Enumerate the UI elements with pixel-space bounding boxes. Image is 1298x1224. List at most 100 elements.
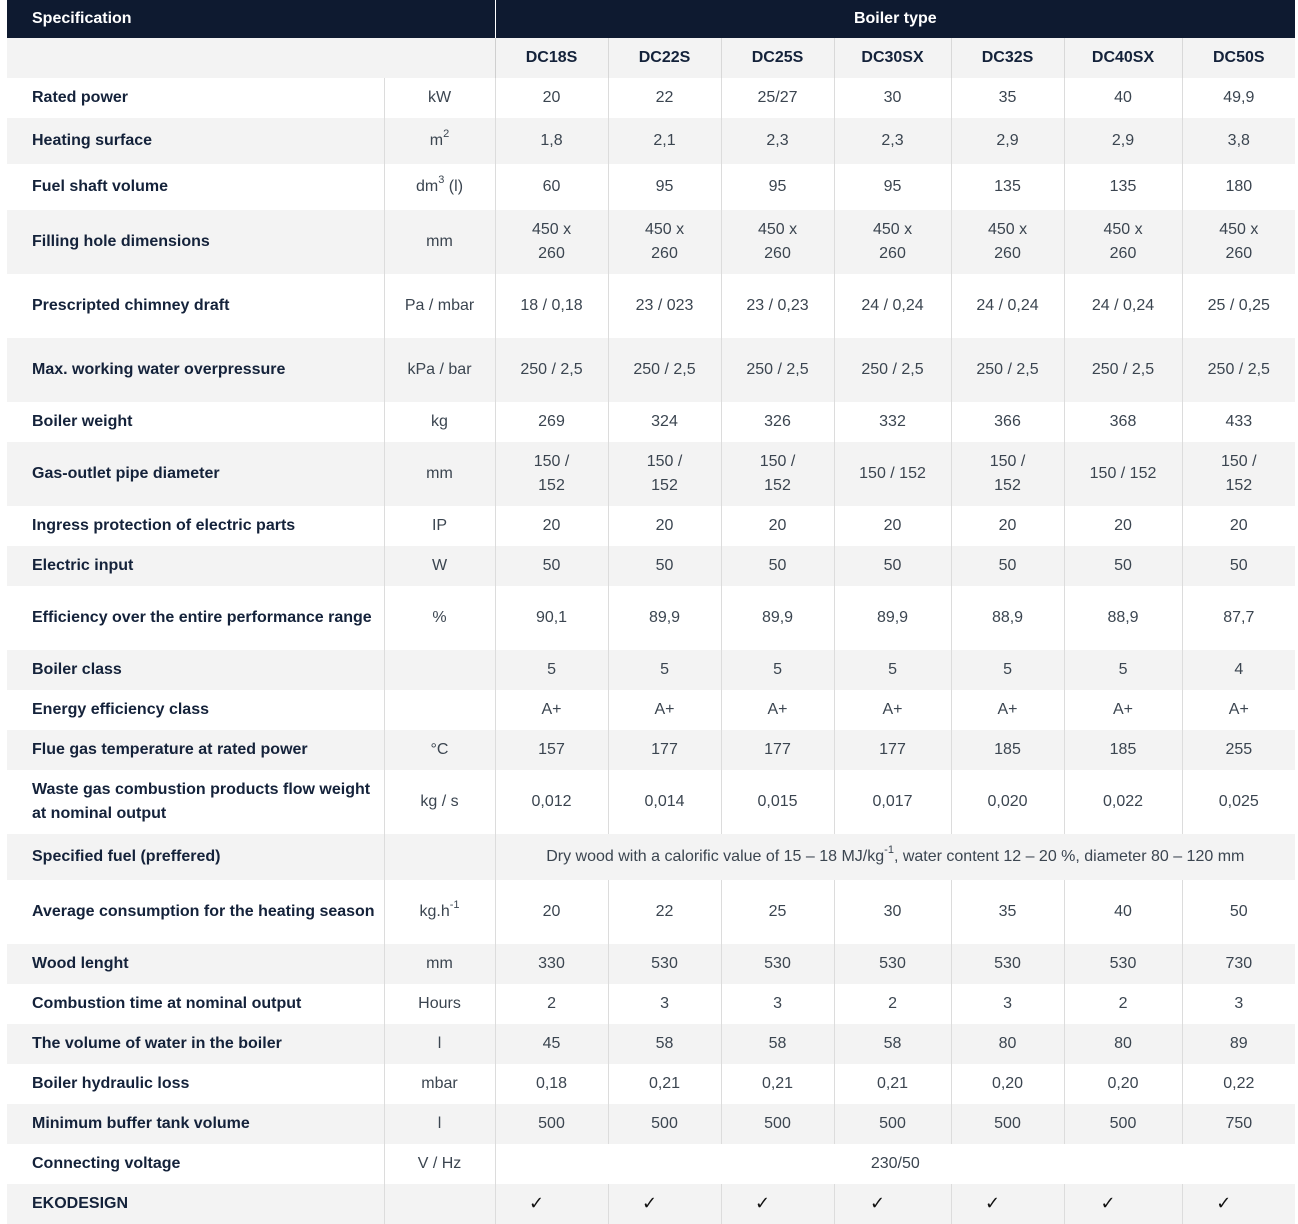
model-dc25s: DC25S (720, 38, 835, 78)
unit-suffix: (l) (444, 178, 464, 195)
spec-value: 450 x 260 (494, 210, 609, 274)
spec-name: Filling hole dimensions (7, 210, 384, 274)
table-row: Energy efficiency class A+ A+ A+ A+ A+ A+ A+ (7, 690, 1296, 730)
table-row: Flue gas temperature at rated power °C 157… (7, 730, 1296, 770)
spec-value: 326 (720, 402, 835, 442)
spec-unit: l (383, 1104, 496, 1144)
spec-name: Combustion time at nominal output (7, 984, 384, 1024)
spec-value: A+ (607, 690, 722, 730)
spec-span-value: Dry wood with a calorific value of 15 – … (494, 834, 1296, 880)
spec-value: 250 / 2,5 (720, 338, 835, 402)
spec-name: Boiler class (7, 650, 384, 690)
model-dc22s: DC22S (607, 38, 722, 78)
spec-value: 135 (1063, 164, 1183, 210)
spec-value: 185 (1063, 730, 1183, 770)
table-row: Connecting voltage V / Hz 230/50 (7, 1144, 1296, 1184)
unit-superscript: 3 (438, 173, 445, 186)
spec-value: 157 (494, 730, 609, 770)
table-row: Filling hole dimensions mm 450 x 260 450 x … (7, 210, 1296, 274)
spec-name: Rated power (7, 78, 384, 118)
spec-unit: mm (383, 944, 496, 984)
spec-value: 22 (607, 78, 722, 118)
spec-value: 2,3 (720, 118, 835, 164)
spec-value: ✓ (1063, 1184, 1183, 1224)
spec-unit: kg / s (383, 770, 496, 834)
spec-value: 2 (494, 984, 609, 1024)
spec-value: 3 (607, 984, 722, 1024)
spec-name: Ingress protection of electric parts (7, 506, 384, 546)
spec-value: 30 (833, 880, 952, 944)
spec-name: Average consumption for the heating seas… (7, 880, 384, 944)
spec-value: A+ (950, 690, 1065, 730)
table-row: Max. working water overpressure kPa / bar… (7, 338, 1296, 402)
spec-value: 60 (494, 164, 609, 210)
spec-value: 50 (1181, 546, 1296, 586)
spec-value: 500 (1063, 1104, 1183, 1144)
spec-value: 450 x 260 (950, 210, 1065, 274)
spec-value: ✓ (720, 1184, 835, 1224)
unit-base: kg.h (419, 903, 450, 920)
table-row: Gas-outlet pipe diameter mm 150 / 152 150 /… (7, 442, 1296, 506)
spec-value: 89,9 (833, 586, 952, 650)
spec-name: Max. working water overpressure (7, 338, 384, 402)
spec-value: 180 (1181, 164, 1296, 210)
spec-value: 250 / 2,5 (1063, 338, 1183, 402)
spec-value: 0,21 (833, 1064, 952, 1104)
unit-superscript: -1 (449, 898, 460, 911)
specification-header: Specification (7, 0, 496, 38)
table-row: Prescripted chimney draft Pa / mbar 18 / 0… (7, 274, 1296, 338)
spec-value: 50 (607, 546, 722, 586)
checkmark-icon: ✓ (1216, 1193, 1232, 1213)
spec-value: 2,3 (833, 118, 952, 164)
spec-name: Boiler hydraulic loss (7, 1064, 384, 1104)
spec-value: 80 (950, 1024, 1065, 1064)
table-row: Minimum buffer tank volume l 500 500 500 500 5… (7, 1104, 1296, 1144)
spec-span-value: 230/50 (494, 1144, 1296, 1184)
spec-value: 0,20 (1063, 1064, 1183, 1104)
checkmark-icon: ✓ (528, 1193, 545, 1213)
spec-name: Connecting voltage (7, 1144, 384, 1184)
table-row: Waste gas combustion products flow weigh… (7, 770, 1296, 834)
spec-value: 366 (950, 402, 1065, 442)
spec-name: Fuel shaft volume (7, 164, 384, 210)
boiler-type-header: Boiler type (495, 0, 1296, 38)
spec-value: 20 (494, 506, 609, 546)
spec-value: 50 (1181, 880, 1296, 944)
spec-value: 23 / 023 (607, 274, 722, 338)
spec-value: A+ (833, 690, 952, 730)
spec-value: ✓ (950, 1184, 1065, 1224)
spec-value: 89,9 (720, 586, 835, 650)
checkmark-icon: ✓ (869, 1193, 886, 1213)
spec-value: 269 (494, 402, 609, 442)
spec-value: 35 (950, 880, 1065, 944)
spec-value: A+ (1181, 690, 1296, 730)
spec-name: Gas-outlet pipe diameter (7, 442, 384, 506)
spec-value: 5 (833, 650, 952, 690)
spec-value: 50 (720, 546, 835, 586)
spec-value: 50 (494, 546, 609, 586)
spec-value: 2 (1063, 984, 1183, 1024)
spec-value: 35 (950, 78, 1065, 118)
spec-value: 95 (833, 164, 952, 210)
spec-value: 2,9 (950, 118, 1065, 164)
spec-value: 500 (494, 1104, 609, 1144)
spec-value: 368 (1063, 402, 1183, 442)
spec-value: A+ (1063, 690, 1183, 730)
spec-value: ✓ (494, 1184, 609, 1224)
unit-superscript: 2 (443, 127, 450, 140)
table-row: Wood lenght mm 330 530 530 530 530 530 730 (7, 944, 1296, 984)
spec-unit: Hours (383, 984, 496, 1024)
spec-value: 250 / 2,5 (1181, 338, 1296, 402)
spec-unit: Pa / mbar (383, 274, 496, 338)
spec-value: 500 (720, 1104, 835, 1144)
spec-value: 95 (607, 164, 722, 210)
spec-value: 3 (950, 984, 1065, 1024)
spec-name: Prescripted chimney draft (7, 274, 384, 338)
spec-value: 0,18 (494, 1064, 609, 1104)
spec-unit: kPa / bar (383, 338, 496, 402)
spec-value: 332 (833, 402, 952, 442)
spec-unit: dm3 (l) (383, 164, 496, 210)
spec-unit: V / Hz (383, 1144, 496, 1184)
spec-value: 95 (720, 164, 835, 210)
spec-value: 450 x 260 (833, 210, 952, 274)
